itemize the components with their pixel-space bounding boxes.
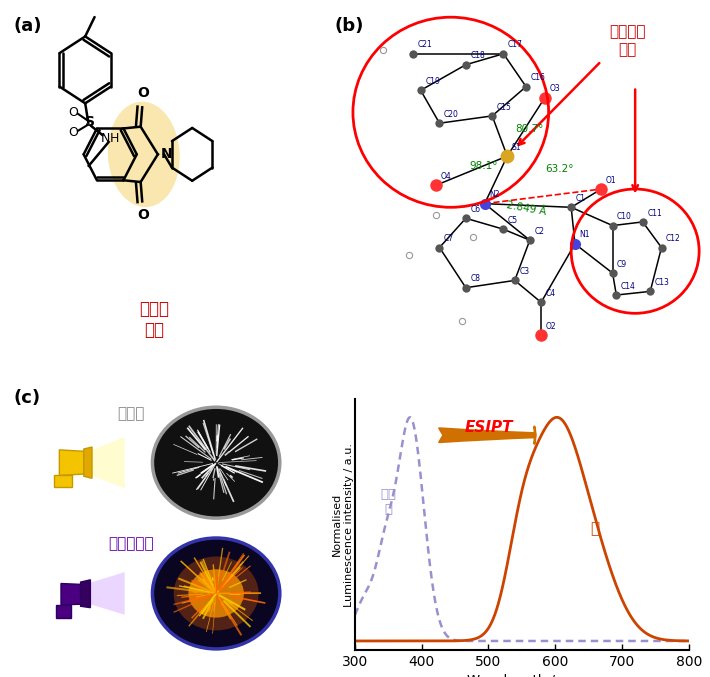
Polygon shape [90, 572, 125, 615]
Text: (a): (a) [13, 17, 42, 35]
Polygon shape [56, 605, 71, 617]
Text: 2.849 Å: 2.849 Å [506, 200, 547, 217]
Circle shape [174, 556, 258, 630]
Text: S: S [85, 115, 95, 129]
Text: 紫外
光: 紫外 光 [381, 488, 396, 517]
Text: ESIPT: ESIPT [464, 420, 513, 435]
Text: O: O [137, 86, 149, 100]
Polygon shape [81, 580, 90, 608]
Text: C10: C10 [617, 212, 632, 221]
Text: H: H [110, 132, 119, 145]
X-axis label: Wavelength /nm: Wavelength /nm [467, 674, 577, 677]
Text: C6: C6 [470, 205, 481, 214]
Polygon shape [55, 475, 72, 487]
Text: C2: C2 [535, 227, 545, 236]
Text: (b): (b) [334, 17, 364, 35]
Text: C5: C5 [508, 216, 518, 225]
Text: C4: C4 [545, 289, 556, 298]
Text: C15: C15 [497, 102, 512, 112]
Text: C13: C13 [655, 278, 670, 287]
Text: (c): (c) [13, 389, 40, 407]
Polygon shape [60, 450, 84, 475]
Y-axis label: Normalised
Luminescence intensity / a.u.: Normalised Luminescence intensity / a.u. [332, 443, 354, 607]
Text: 98.1°: 98.1° [469, 160, 498, 171]
Text: O: O [137, 209, 149, 223]
Text: N: N [161, 148, 173, 161]
Text: C18: C18 [470, 51, 485, 60]
Text: 橙: 橙 [591, 522, 600, 537]
Text: 紫外線照射: 紫外線照射 [109, 537, 154, 552]
Text: C3: C3 [519, 267, 530, 276]
Text: C7: C7 [444, 234, 454, 243]
Polygon shape [61, 584, 81, 605]
Text: C20: C20 [444, 110, 459, 119]
Text: 80.7°: 80.7° [515, 124, 543, 134]
Polygon shape [84, 447, 92, 478]
Text: C11: C11 [648, 209, 662, 217]
Text: かさ高い
構造: かさ高い 構造 [609, 24, 646, 57]
Text: C12: C12 [666, 234, 681, 243]
Text: C8: C8 [470, 274, 481, 284]
Text: N: N [101, 132, 110, 145]
Text: C9: C9 [617, 260, 627, 269]
Text: O2: O2 [545, 322, 556, 331]
Text: C16: C16 [530, 73, 545, 83]
Polygon shape [92, 437, 125, 488]
Text: 63.2°: 63.2° [545, 165, 574, 175]
Text: C1: C1 [576, 194, 586, 203]
Text: 白色灯: 白色灯 [118, 406, 145, 421]
Text: O: O [68, 106, 78, 118]
Text: C17: C17 [508, 41, 523, 49]
Text: N1: N1 [579, 230, 590, 240]
Circle shape [153, 538, 280, 649]
Text: O: O [68, 126, 78, 139]
Circle shape [188, 569, 244, 617]
Text: S1: S1 [512, 143, 521, 152]
Text: C14: C14 [621, 282, 635, 290]
Ellipse shape [108, 102, 180, 207]
Text: O3: O3 [550, 84, 560, 93]
Text: イミド
構造: イミド 構造 [139, 301, 169, 339]
Text: C19: C19 [425, 77, 440, 86]
Text: O1: O1 [606, 175, 616, 185]
Text: N2: N2 [489, 190, 500, 199]
Circle shape [153, 407, 280, 518]
Text: C21: C21 [417, 41, 432, 49]
Text: O4: O4 [440, 172, 451, 181]
